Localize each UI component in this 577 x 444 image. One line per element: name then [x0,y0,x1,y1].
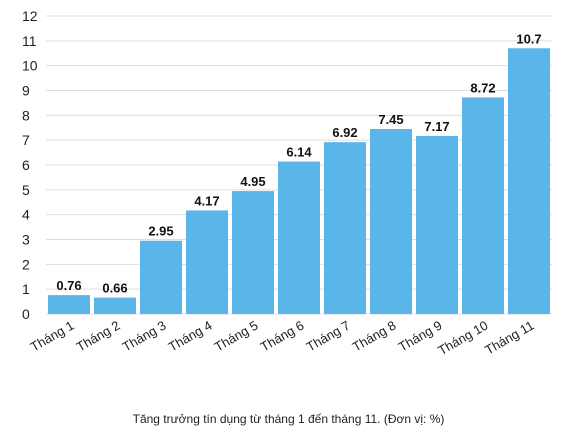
data-label: 6.92 [332,125,357,140]
y-tick-label: 1 [22,281,30,297]
x-tick-label: Tháng 6 [258,318,307,355]
data-label: 6.14 [286,145,312,160]
data-label: 2.95 [148,224,173,239]
data-label: 4.95 [240,174,265,189]
x-tick-label: Tháng 10 [435,318,490,358]
x-tick-label: Tháng 2 [74,318,123,355]
bar [94,297,136,314]
bar [278,161,320,314]
bar [508,48,550,315]
y-tick-label: 8 [22,107,30,123]
x-tick-label: Tháng 11 [482,318,536,358]
y-tick-label: 3 [22,232,30,248]
chart-caption: Tăng trưởng tín dụng từ tháng 1 đến thán… [132,412,445,426]
x-tick-label: Tháng 8 [350,318,399,355]
bar [416,135,458,314]
x-tick-label: Tháng 5 [212,318,261,355]
y-tick-label: 12 [22,8,38,24]
bar [370,128,412,314]
data-label: 0.66 [102,281,127,296]
x-tick-label: Tháng 4 [166,318,215,355]
data-label: 10.7 [516,31,541,46]
y-tick-label: 6 [22,157,30,173]
y-tick-label: 2 [22,256,30,272]
y-tick-label: 0 [22,306,30,322]
y-tick-label: 10 [22,58,38,74]
x-tick-label: Tháng 7 [304,318,353,355]
bar [462,97,504,314]
y-tick-label: 7 [22,132,30,148]
data-label: 0.76 [56,278,81,293]
data-label: 7.45 [378,112,403,127]
bar [186,210,228,314]
bar [140,240,182,314]
y-tick-label: 9 [22,83,30,99]
x-tick-label: Tháng 3 [120,318,169,355]
data-label: 4.17 [194,193,219,208]
bar [232,191,274,314]
y-tick-label: 11 [22,33,37,49]
bar [48,295,90,314]
x-tick-label: Tháng 1 [28,318,77,355]
y-tick-label: 5 [22,182,30,198]
y-tick-label: 4 [22,207,30,223]
data-label: 8.72 [470,80,495,95]
data-label: 7.17 [424,119,449,134]
bar [324,142,366,314]
